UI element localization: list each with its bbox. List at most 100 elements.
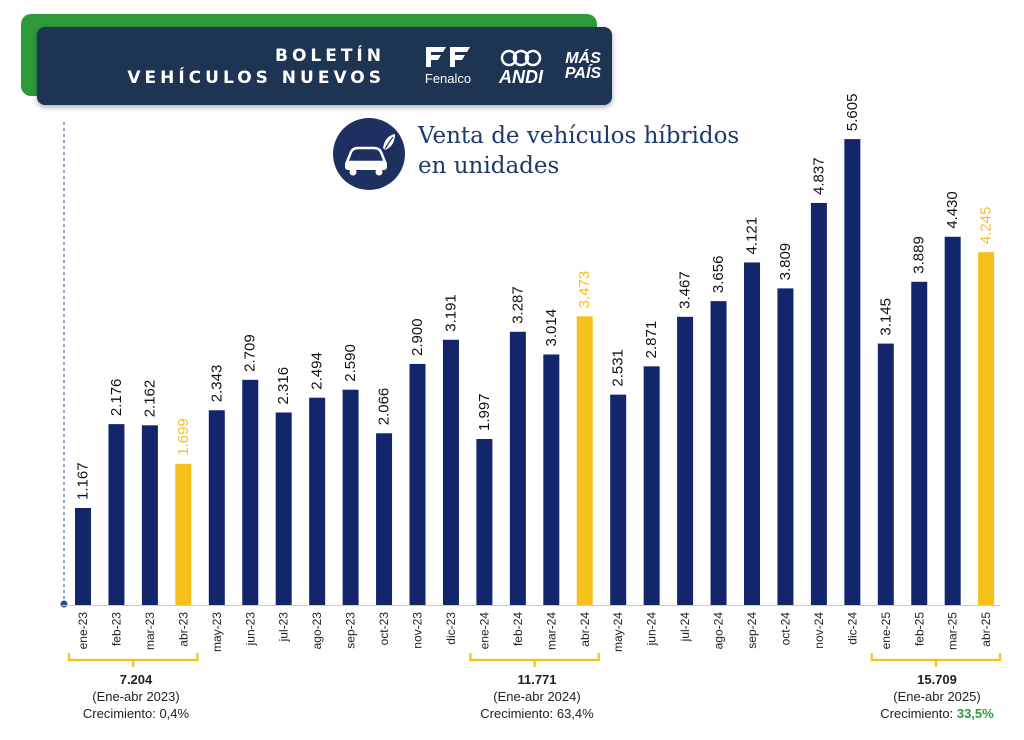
- value-label-nov-23: 2.900: [409, 318, 426, 356]
- bar-may-23: [208, 410, 225, 605]
- bar-may-24: [610, 394, 627, 605]
- summary-2023: 7.204 (Ene-abr 2023) Crecimiento: 0,4%: [36, 671, 236, 722]
- value-label-oct-24: 3.809: [777, 243, 794, 281]
- car-leaf-icon: [333, 118, 405, 190]
- pais-logo-text: PAÍS: [564, 65, 602, 82]
- value-label-abr-25: 4.245: [978, 207, 995, 245]
- value-label-may-23: 2.343: [208, 365, 225, 403]
- value-label-dic-24: 5.605: [844, 94, 861, 132]
- summary-total: 15.709: [917, 672, 957, 687]
- x-tick-label-jul-24: jul-24: [678, 612, 692, 643]
- x-tick-label-ene-24: ene-24: [477, 612, 491, 650]
- bar-ago-24: [710, 301, 727, 605]
- value-label-jun-24: 2.871: [643, 321, 660, 359]
- x-tick-label-dic-24: dic-24: [845, 612, 859, 645]
- x-tick-label-dic-23: dic-23: [444, 612, 458, 645]
- summary-period: (Ene-abr 2023): [92, 689, 180, 704]
- summary-growth: Crecimiento: 0,4%: [36, 705, 236, 722]
- value-label-feb-23: 2.176: [108, 379, 125, 417]
- x-tick-label-abr-23: abr-23: [176, 612, 190, 647]
- bar-feb-24: [509, 331, 526, 605]
- value-label-mar-23: 2.162: [141, 380, 158, 418]
- x-tick-label-feb-24: feb-24: [511, 612, 525, 646]
- x-tick-label-nov-24: nov-24: [812, 612, 826, 649]
- bar-dic-24: [844, 139, 861, 605]
- period-bracket-1: [67, 653, 199, 667]
- value-label-abr-23: 1.699: [175, 418, 192, 456]
- value-label-feb-24: 3.287: [509, 286, 526, 324]
- summary-growth: Crecimiento: 33,5%: [837, 705, 1024, 722]
- bar-nov-23: [409, 363, 426, 605]
- bar-jul-24: [677, 316, 694, 605]
- summary-2025: 15.709 (Ene-abr 2025) Crecimiento: 33,5%: [837, 671, 1024, 722]
- value-label-ene-23: 1.167: [75, 462, 92, 500]
- value-label-jul-23: 2.316: [275, 367, 292, 405]
- fenalco-logo: Fenalco: [415, 45, 481, 86]
- andi-logo: ANDI: [489, 49, 553, 88]
- x-tick-label-mar-23: mar-23: [143, 612, 157, 650]
- bar-jul-23: [275, 412, 292, 605]
- summary-growth: Crecimiento: 63,4%: [437, 705, 637, 722]
- summary-2024: 11.771 (Ene-abr 2024) Crecimiento: 63,4%: [437, 671, 637, 722]
- x-tick-label-may-24: may-24: [611, 612, 625, 652]
- header-banner: BOLETÍN VEHÍCULOS NUEVOS Fenalco ANDI MÁ…: [37, 27, 612, 105]
- x-tick-label-mar-25: mar-25: [946, 612, 960, 650]
- andi-mark-icon: [500, 49, 542, 67]
- bar-nov-24: [810, 202, 827, 606]
- fenalco-logo-text: Fenalco: [424, 71, 472, 86]
- x-tick-label-feb-23: feb-23: [109, 612, 123, 646]
- value-label-nov-24: 4.837: [810, 157, 827, 195]
- bar-abr-23: [175, 463, 192, 605]
- summary-total: 11.771: [517, 672, 557, 687]
- mas-pais-logo: MÁS PAÍS: [557, 51, 609, 82]
- period-bracket-3: [870, 653, 1002, 667]
- value-label-sep-24: 4.121: [744, 217, 761, 255]
- bar-dic-23: [442, 339, 459, 605]
- x-tick-label-sep-24: sep-24: [745, 612, 759, 649]
- summary-growth-label: Crecimiento:: [82, 706, 156, 721]
- value-label-ago-24: 3.656: [710, 256, 727, 294]
- x-tick-label-may-23: may-23: [210, 612, 224, 652]
- bar-mar-24: [543, 354, 560, 605]
- chart-title-line2: en unidades: [418, 153, 560, 179]
- bar-feb-25: [911, 281, 928, 605]
- bar-abr-24: [576, 316, 593, 605]
- bar-sep-23: [342, 389, 359, 605]
- bar-jun-24: [643, 366, 660, 605]
- chart-title: Venta de vehículos híbridos en unidades: [418, 121, 739, 181]
- x-tick-label-nov-23: nov-23: [411, 612, 425, 649]
- summary-period: (Ene-abr 2025): [893, 689, 981, 704]
- bar-ene-25: [877, 343, 894, 605]
- value-label-jun-23: 2.709: [242, 334, 259, 372]
- bar-oct-24: [777, 288, 794, 605]
- value-label-ene-25: 3.145: [877, 298, 894, 336]
- fenalco-mark-icon: [426, 47, 470, 67]
- summary-total: 7.204: [119, 672, 153, 687]
- value-label-mar-25: 4.430: [944, 191, 961, 229]
- bar-mar-23: [141, 425, 158, 605]
- bulletin-title-line1: BOLETÍN: [274, 46, 385, 66]
- chart-title-line1: Venta de vehículos híbridos: [418, 123, 740, 149]
- baseline-dot: [60, 600, 68, 608]
- summary-growth-value: 33,5%: [956, 706, 994, 721]
- value-label-may-24: 2.531: [610, 349, 627, 387]
- x-tick-label-ene-25: ene-25: [879, 612, 893, 650]
- value-label-jul-24: 3.467: [677, 271, 694, 309]
- value-label-ago-23: 2.494: [309, 352, 326, 390]
- value-label-ene-24: 1.997: [476, 393, 493, 431]
- x-tick-label-abr-24: abr-24: [578, 612, 592, 647]
- x-tick-label-jun-24: jun-24: [645, 612, 659, 647]
- value-label-feb-25: 3.889: [911, 236, 928, 274]
- summary-growth-label: Crecimiento:: [880, 706, 954, 721]
- x-tick-label-sep-23: sep-23: [344, 612, 358, 649]
- summary-growth-label: Crecimiento:: [480, 706, 554, 721]
- summary-growth-value: 0,4%: [159, 706, 190, 721]
- bulletin-title: BOLETÍN VEHÍCULOS NUEVOS: [85, 45, 385, 89]
- x-tick-label-abr-25: abr-25: [979, 612, 993, 647]
- bar-mar-25: [944, 236, 961, 606]
- bar-ago-23: [309, 397, 326, 605]
- bar-ene-23: [75, 507, 91, 605]
- value-label-oct-23: 2.066: [376, 388, 393, 426]
